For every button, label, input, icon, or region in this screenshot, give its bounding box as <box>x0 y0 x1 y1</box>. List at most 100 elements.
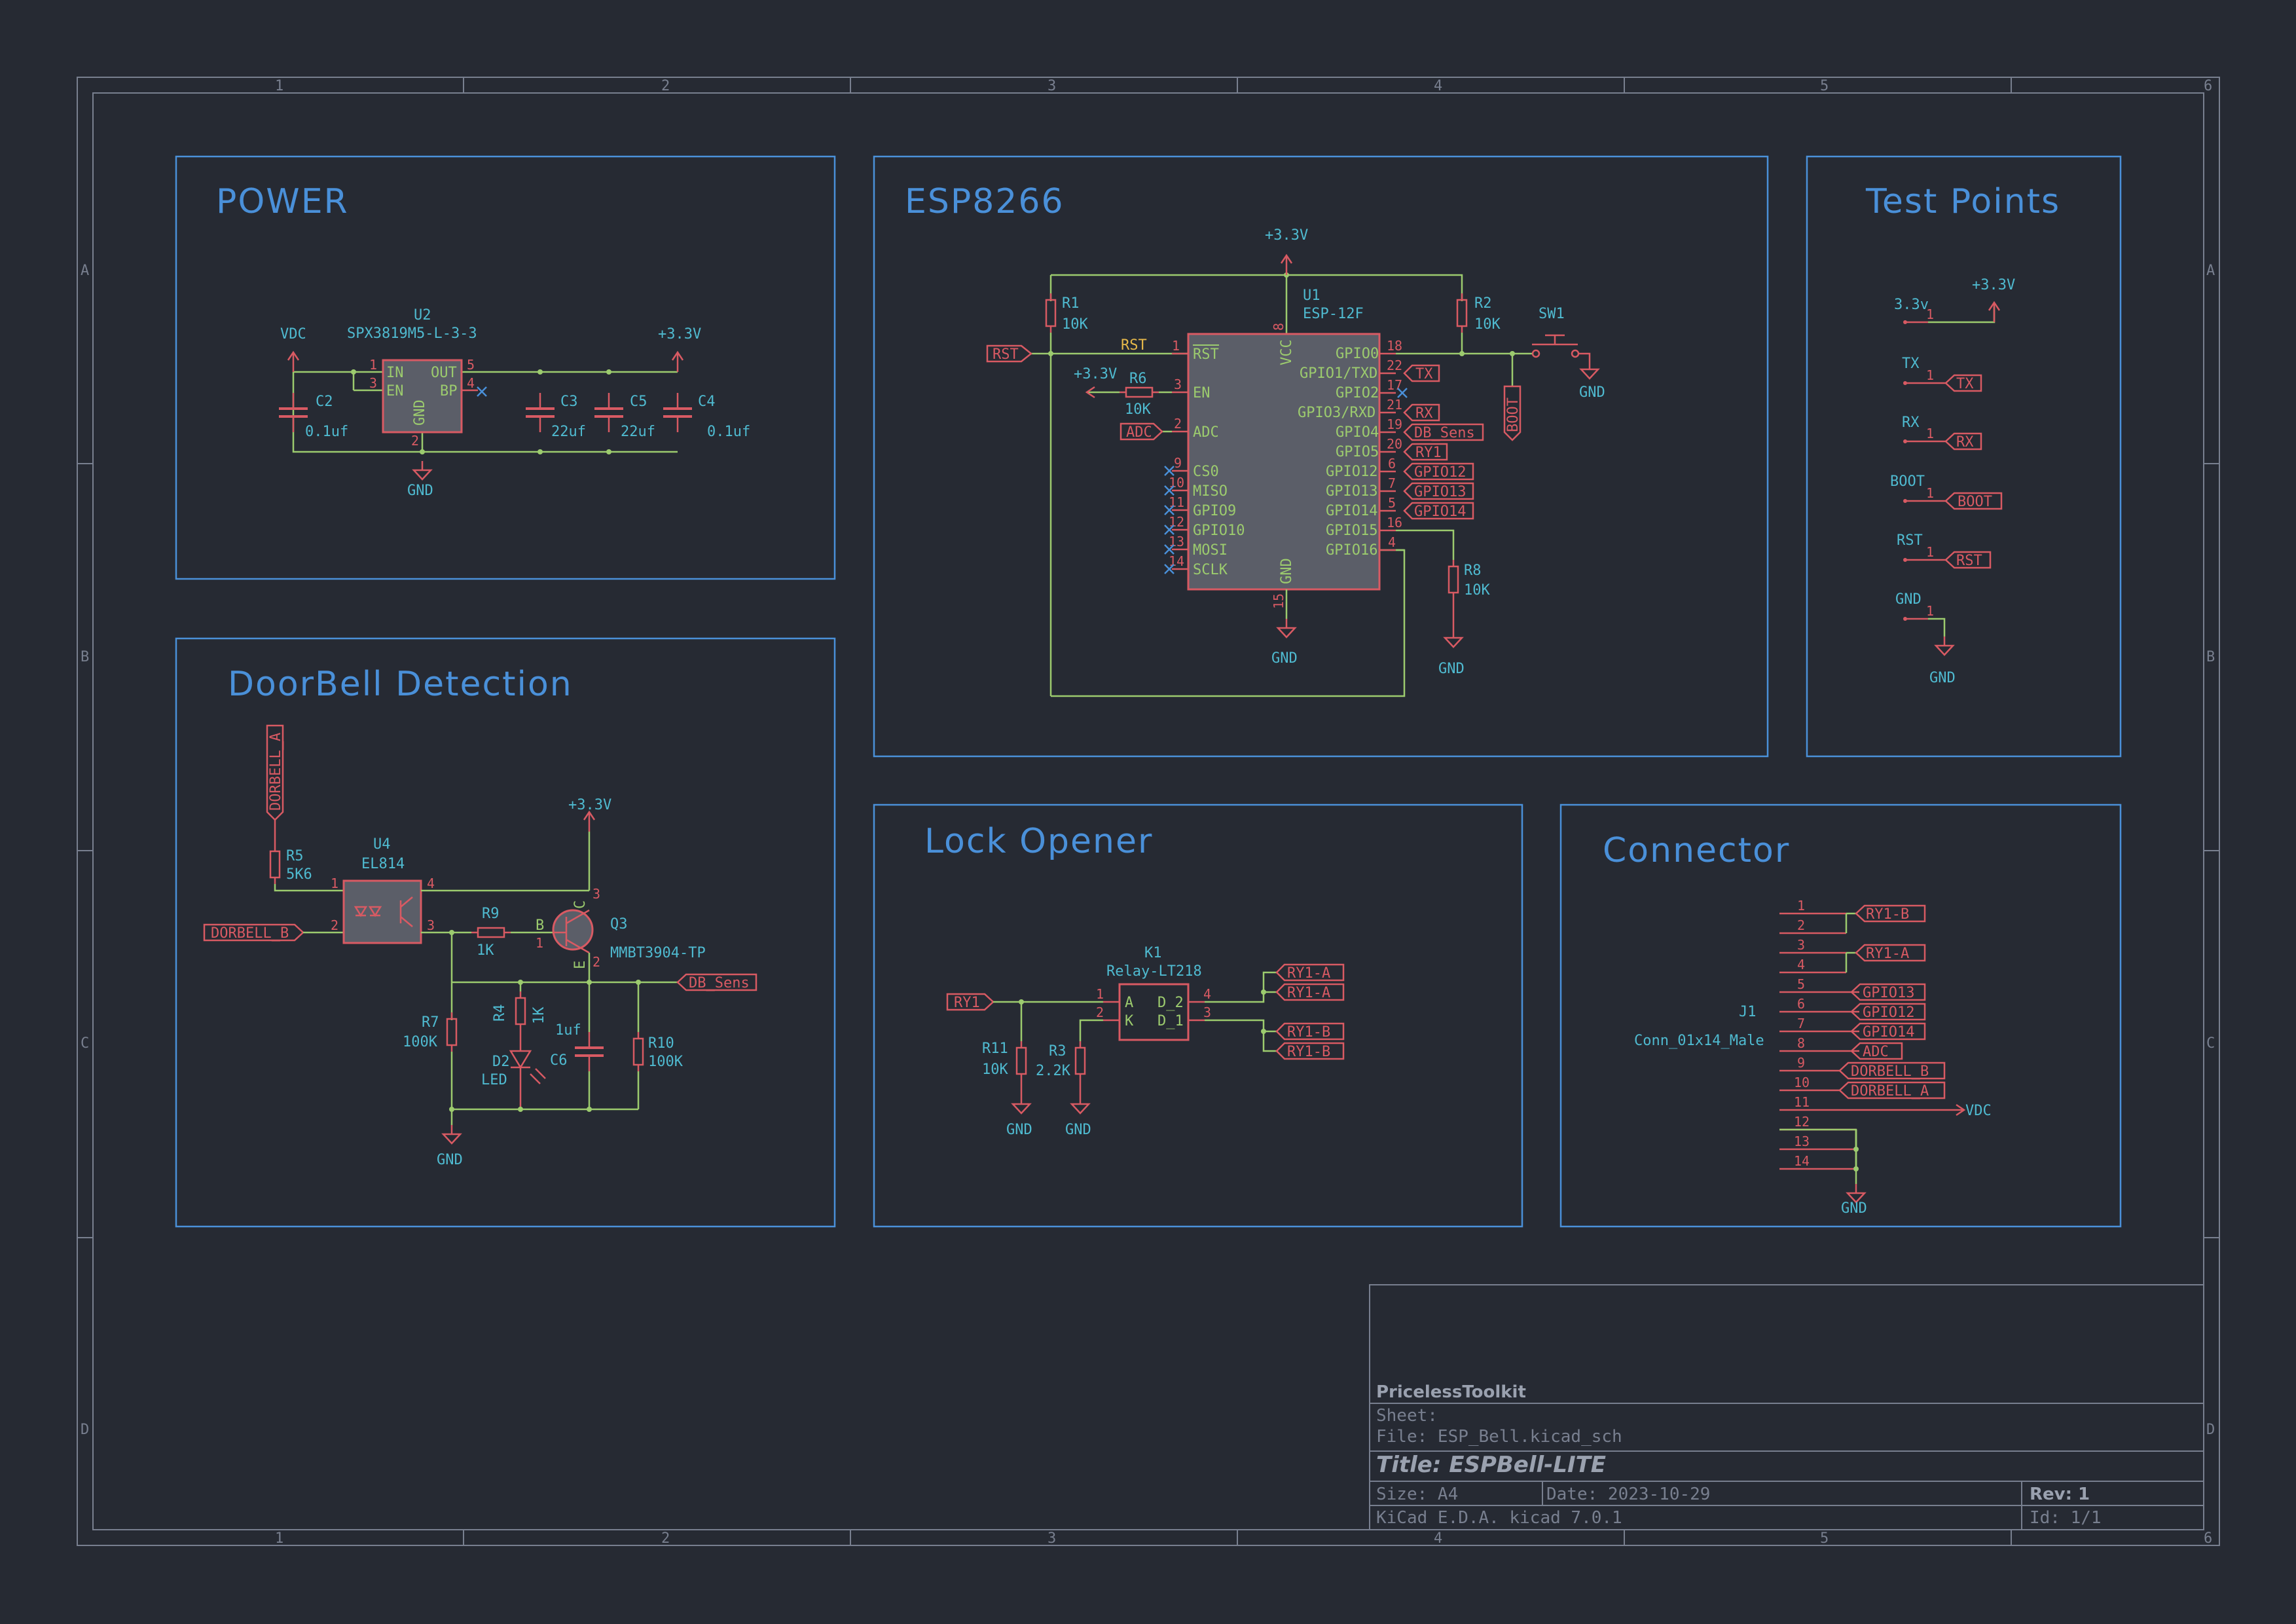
u1-pin-num: 7 <box>1388 475 1396 491</box>
tp-pin: 1 <box>1926 544 1934 560</box>
tp-gnd-net: GND <box>1929 670 1956 686</box>
u4-ref: U4 <box>373 836 391 853</box>
u1-pin-name: GPIO0 <box>1336 346 1379 362</box>
frame-row-b-right: B <box>2206 649 2215 665</box>
frame-col-1-bottom: 1 <box>275 1530 283 1547</box>
frame-col-6-bottom: 6 <box>2204 1530 2212 1547</box>
r9-value: 1K <box>477 942 494 959</box>
r7-ref: R7 <box>422 1014 439 1031</box>
u4-optocoupler-body <box>342 879 422 944</box>
conn-net-label <box>1850 983 1926 1001</box>
lock-section-box <box>873 803 1523 1228</box>
frame-col-6-top: 6 <box>2204 78 2212 94</box>
u1-pin-name: GPIO5 <box>1336 444 1379 460</box>
u1-pin-num: 22 <box>1387 358 1402 373</box>
testpoints-section-box <box>1806 155 2122 758</box>
db-sens-label <box>676 973 757 991</box>
dorbell-a-text: DORBELL_A <box>268 733 284 811</box>
r10-value: 100K <box>648 1054 683 1070</box>
u1-pin-name: SCLK <box>1193 562 1228 578</box>
ry1-global-label: RY1 <box>1415 445 1442 461</box>
db-sens-text: DB_Sens <box>689 975 750 991</box>
u1-pin-num-vcc: 8 <box>1271 323 1286 331</box>
k1-value: Relay-LT218 <box>1106 963 1202 980</box>
j1-pin-num: 10 <box>1794 1075 1810 1090</box>
tb-company: PricelessToolkit <box>1376 1382 1526 1402</box>
conn-net-ry1b: RY1-B <box>1866 906 1909 923</box>
q3-pin-b: B <box>536 917 544 934</box>
j1-pins: 1 2 3 4 5 6 7 8 9 10 11 12 13 14 <box>1779 898 1963 1170</box>
u1-pin-num: 6 <box>1388 456 1396 471</box>
q3-pin-c: C <box>572 900 589 909</box>
u1-pin-name: GPIO10 <box>1193 523 1245 539</box>
k1-pin-d1: D_1 <box>1157 1013 1184 1029</box>
tp-rst-net: RST <box>1956 553 1982 569</box>
frame-col-3-top: 3 <box>1048 78 1056 94</box>
doorbell-section-title: DoorBell Detection <box>228 665 573 704</box>
r10-ref: R10 <box>648 1035 674 1052</box>
u2-pin-in: IN <box>386 365 404 381</box>
u4-pin-1: 1 <box>331 876 338 891</box>
c2-value: 0.1uf <box>305 424 348 440</box>
boot-global-label <box>1503 385 1522 441</box>
r11-ref: R11 <box>982 1041 1008 1057</box>
u1-pin-name: GPIO13 <box>1326 483 1377 500</box>
gpio14-global-label: GPIO14 <box>1414 504 1466 520</box>
lock-out-label <box>1275 983 1345 1001</box>
c6-ref: C6 <box>550 1052 568 1069</box>
r2-value: 10K <box>1474 316 1501 333</box>
lock-out-1: RY1-A <box>1287 965 1330 982</box>
r11-value: 10K <box>982 1061 1008 1078</box>
u1-pin-num: 5 <box>1388 495 1396 511</box>
sw1-gnd-label: GND <box>1579 384 1605 401</box>
tp-rx-ref: RX <box>1902 415 1920 431</box>
conn-net-label <box>1855 904 1926 923</box>
u1-pin-num: 3 <box>1174 377 1182 392</box>
k1-pin-a: A <box>1125 995 1133 1011</box>
r8-value: 10K <box>1464 582 1490 599</box>
u1-pin-name: GPIO15 <box>1326 523 1377 539</box>
frame-row-c-right: C <box>2206 1035 2215 1052</box>
k1-pin-2: 2 <box>1096 1005 1104 1020</box>
u2-pin-num-1: 1 <box>369 357 377 373</box>
u1-esp12f-body <box>1187 333 1381 591</box>
u1-pin-name: GPIO16 <box>1326 542 1377 559</box>
u2-pin-gnd: GND <box>412 399 428 426</box>
u2-pin-num-3: 3 <box>369 375 377 391</box>
tp-pin: 1 <box>1926 367 1934 383</box>
u4-pin-2: 2 <box>331 917 338 933</box>
u2-regulator-body <box>382 359 463 434</box>
r4-ref: R4 <box>492 1005 508 1022</box>
frame-col-ticks <box>77 77 2219 1545</box>
tb-id: Id: 1/1 <box>2030 1508 2102 1528</box>
r5-value: 5K6 <box>286 866 312 883</box>
u1-pin-name: RST <box>1193 346 1219 363</box>
r11-gnd-label: GND <box>1006 1122 1032 1138</box>
k1-pin-3: 3 <box>1203 1005 1211 1020</box>
r6-value: 10K <box>1125 401 1151 418</box>
frame-row-a-right: A <box>2206 263 2215 279</box>
frame-col-2-bottom: 2 <box>661 1530 670 1547</box>
j1-pin-num: 14 <box>1794 1153 1810 1169</box>
r1-ref: R1 <box>1062 295 1080 312</box>
lock-out-label <box>1275 963 1345 982</box>
tp-boot-ref: BOOT <box>1890 473 1925 490</box>
u1-pin-name: CS0 <box>1193 464 1219 480</box>
adc-global-label <box>1120 422 1163 441</box>
u2-pin-bp: BP <box>440 383 458 399</box>
conn-net-label <box>1838 1061 1946 1080</box>
ry1-lock-text: RY1 <box>954 995 980 1011</box>
frame-row-d-left: D <box>81 1422 89 1438</box>
r3-value: 2.2K <box>1036 1063 1071 1079</box>
esp-gnd-label: GND <box>1271 650 1298 667</box>
dorbell-b-label <box>203 923 304 942</box>
j1-pin-num: 9 <box>1797 1055 1805 1071</box>
q3-pin-num-1: 1 <box>536 935 543 951</box>
lock-out-label <box>1275 1022 1345 1041</box>
connector-section-box <box>1559 803 2122 1228</box>
tp-3v3-ref: 3.3v <box>1894 297 1929 313</box>
d2-value: LED <box>481 1072 507 1088</box>
u1-pin-name: GPIO14 <box>1326 503 1377 519</box>
u1-pin-num: 1 <box>1172 338 1180 354</box>
r6-ref: R6 <box>1129 371 1147 387</box>
